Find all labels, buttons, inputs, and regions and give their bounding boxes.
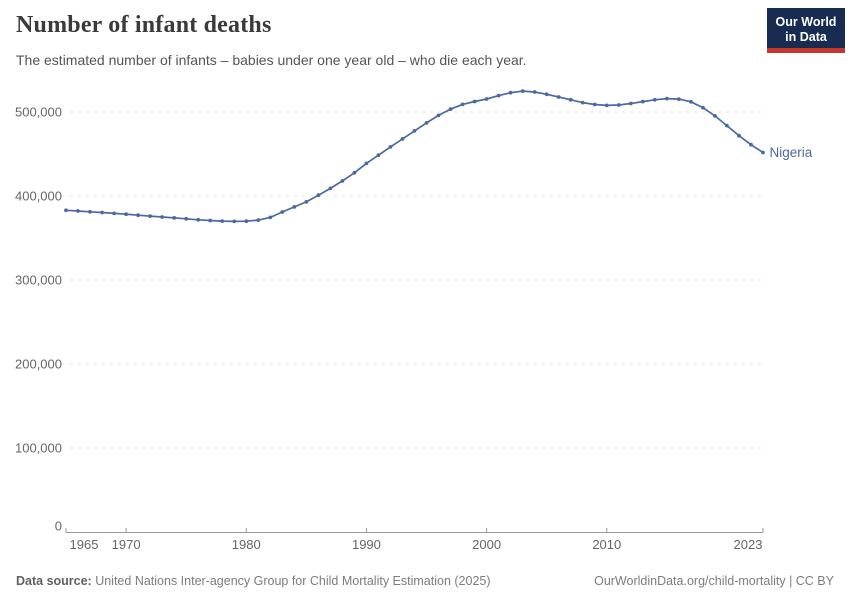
data-source-label: Data source: <box>16 574 92 588</box>
svg-text:1980: 1980 <box>232 537 261 552</box>
owid-logo-red-bar <box>767 48 845 53</box>
owid-logo-line1: Our World <box>775 15 837 29</box>
svg-text:2010: 2010 <box>592 537 621 552</box>
chart-footer: Data source: United Nations Inter-agency… <box>0 574 850 588</box>
x-axis: 1965 1970 1980 1990 2000 2010 2023 <box>65 528 764 552</box>
svg-text:500,000: 500,000 <box>15 105 62 120</box>
series-end-label-nigeria[interactable]: Nigeria <box>770 145 813 160</box>
svg-text:1970: 1970 <box>112 537 141 552</box>
chart-subtitle: The estimated number of infants – babies… <box>16 52 527 68</box>
gridlines <box>70 111 764 449</box>
svg-text:400,000: 400,000 <box>15 189 62 204</box>
data-source-note: Data source: United Nations Inter-agency… <box>16 574 491 588</box>
page-title: Number of infant deaths <box>16 12 272 38</box>
svg-text:2023: 2023 <box>734 537 763 552</box>
owid-logo-line2: in Data <box>785 30 827 44</box>
owid-logo: Our World in Data <box>767 8 845 53</box>
svg-text:1965: 1965 <box>70 537 99 552</box>
data-source-text: United Nations Inter-agency Group for Ch… <box>91 574 491 588</box>
nigeria-line-series[interactable] <box>64 89 765 224</box>
license-link[interactable]: OurWorldinData.org/child-mortality | CC … <box>594 574 834 588</box>
svg-text:300,000: 300,000 <box>15 273 62 288</box>
svg-text:2000: 2000 <box>472 537 501 552</box>
y-axis-labels: 0 100,000 200,000 300,000 400,000 500,000 <box>15 105 62 534</box>
svg-text:200,000: 200,000 <box>15 357 62 372</box>
svg-text:1990: 1990 <box>352 537 381 552</box>
svg-text:0: 0 <box>55 519 62 534</box>
svg-text:100,000: 100,000 <box>15 441 62 456</box>
